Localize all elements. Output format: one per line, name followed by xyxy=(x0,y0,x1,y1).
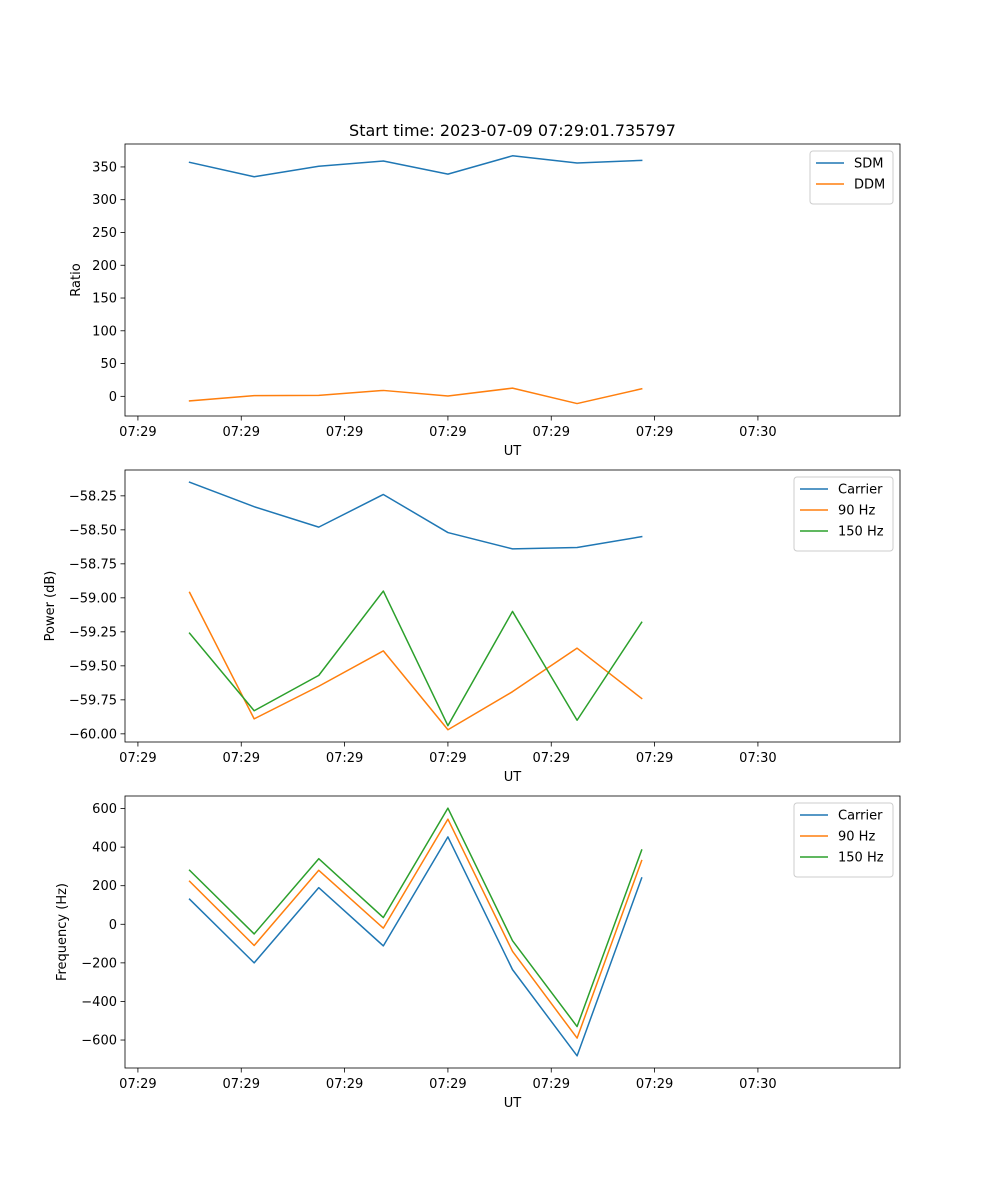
y-tick-label: 250 xyxy=(92,226,117,241)
legend-box xyxy=(793,476,894,552)
y-tick-label: 0 xyxy=(109,390,117,405)
axes-frame xyxy=(124,143,901,417)
y-tick-label: −60.00 xyxy=(69,727,117,742)
y-tick-label: −58.50 xyxy=(69,523,117,538)
x-tick-label: 07:29 xyxy=(119,425,156,440)
y-tick-label: −59.00 xyxy=(69,591,117,606)
y-tick-label: −59.50 xyxy=(69,659,117,674)
y-tick-label: −400 xyxy=(81,995,117,1010)
y-tick-label: −58.75 xyxy=(69,557,117,572)
panel-frequency: 07:29 07:29 07:29 07:29 07:29 07:29 07:30 −600 −… xyxy=(55,795,901,1111)
x-tick-label: 07:29 xyxy=(533,751,570,766)
legend-box xyxy=(793,802,894,878)
axes-frame xyxy=(124,795,901,1069)
panel-power: 07:29 07:29 07:29 07:29 07:29 07:29 07:30 −60.0… xyxy=(43,469,901,785)
x-tick-label: 07:29 xyxy=(326,1077,363,1092)
legend-label: Carrier xyxy=(838,809,883,824)
x-tick-label: 07:29 xyxy=(429,751,466,766)
series-line-150-hz xyxy=(188,590,643,727)
y-tick-label: 600 xyxy=(92,802,117,817)
y-tick-label: −58.25 xyxy=(69,489,117,504)
legend-label: DDM xyxy=(854,178,885,193)
y-tick-label: −200 xyxy=(81,956,117,971)
x-tick-label: 07:29 xyxy=(326,751,363,766)
x-tick-label: 07:29 xyxy=(223,1077,260,1092)
x-tick-label: 07:29 xyxy=(533,1077,570,1092)
y-tick-label: 0 xyxy=(109,918,117,933)
y-tick-label: 300 xyxy=(92,193,117,208)
y-tick-label: −59.25 xyxy=(69,625,117,640)
x-tick-label: 07:29 xyxy=(636,751,673,766)
x-tick-label: 07:29 xyxy=(223,425,260,440)
y-axis-label: Frequency (Hz) xyxy=(55,883,70,981)
series-line-150-hz xyxy=(188,807,643,1028)
y-tick-label: 400 xyxy=(92,841,117,856)
legend-label: 90 Hz xyxy=(838,830,875,845)
y-tick-label: −600 xyxy=(81,1034,117,1049)
legend: SDM DDM xyxy=(809,150,894,205)
x-tick-label: 07:29 xyxy=(326,425,363,440)
x-axis-label: UT xyxy=(504,444,522,459)
x-tick-label: 07:30 xyxy=(739,1077,776,1092)
x-tick-label: 07:30 xyxy=(739,425,776,440)
chart-title: Start time: 2023-07-09 07:29:01.735797 xyxy=(349,121,676,140)
legend-label: SDM xyxy=(854,157,883,172)
y-axis-label: Power (dB) xyxy=(43,571,58,642)
x-tick-label: 07:30 xyxy=(739,751,776,766)
legend-label: 90 Hz xyxy=(838,504,875,519)
x-tick-label: 07:29 xyxy=(636,1077,673,1092)
x-axis-label: UT xyxy=(504,1096,522,1111)
y-tick-label: 200 xyxy=(92,259,117,274)
y-axis-label: Ratio xyxy=(69,263,84,296)
y-tick-label: 50 xyxy=(100,357,117,372)
x-tick-label: 07:29 xyxy=(119,751,156,766)
legend: Carrier 90 Hz 150 Hz xyxy=(793,802,894,878)
x-tick-label: 07:29 xyxy=(533,425,570,440)
panel-ratio: Start time: 2023-07-09 07:29:01.735797 0… xyxy=(69,121,901,459)
x-tick-label: 07:29 xyxy=(429,425,466,440)
legend: Carrier 90 Hz 150 Hz xyxy=(793,476,894,552)
series-line-carrier xyxy=(188,481,643,550)
series-line-sdm xyxy=(188,155,643,178)
x-tick-label: 07:29 xyxy=(119,1077,156,1092)
x-tick-label: 07:29 xyxy=(636,425,673,440)
legend-label: 150 Hz xyxy=(838,525,884,540)
y-tick-label: 100 xyxy=(92,324,117,339)
series-line-carrier xyxy=(188,836,643,1057)
y-tick-label: 350 xyxy=(92,160,117,175)
legend-label: 150 Hz xyxy=(838,851,884,866)
x-axis-label: UT xyxy=(504,770,522,785)
x-tick-label: 07:29 xyxy=(429,1077,466,1092)
x-tick-label: 07:29 xyxy=(223,751,260,766)
series-line-ddm xyxy=(188,387,643,405)
series-line-90-hz xyxy=(188,591,643,731)
y-tick-label: −59.75 xyxy=(69,693,117,708)
series-line-90-hz xyxy=(188,818,643,1039)
y-tick-label: 150 xyxy=(92,292,117,307)
legend-label: Carrier xyxy=(838,483,883,498)
axes-frame xyxy=(124,469,901,743)
legend-box xyxy=(809,150,894,205)
y-tick-label: 200 xyxy=(92,879,117,894)
